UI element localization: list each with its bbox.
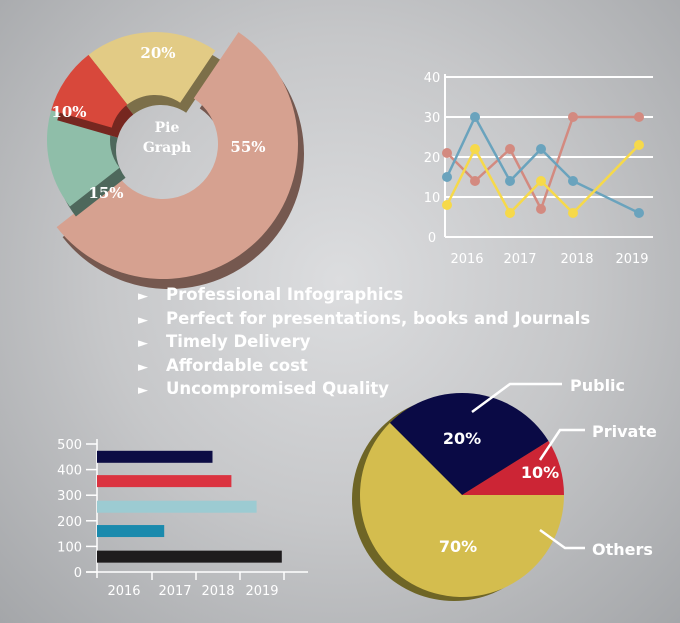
feature-item: ► Timely Delivery: [138, 331, 590, 355]
callout-line: [538, 428, 585, 461]
y-tick-label: 20: [424, 151, 441, 166]
donut-center-label: Graph: [143, 140, 191, 156]
bar: [97, 475, 232, 488]
bar: [97, 450, 213, 463]
data-point: [568, 176, 578, 186]
y-tick-label: 200: [57, 515, 82, 530]
pie-legend-label: Others: [592, 540, 653, 559]
pie-legend-label: Private: [592, 422, 657, 441]
data-point: [568, 112, 578, 122]
pie-slice-public: [389, 393, 549, 495]
pie-slice-others: [360, 422, 564, 597]
triangle-right-icon: ►: [138, 312, 148, 328]
feature-item: ► Professional Infographics: [138, 284, 590, 308]
callout-line: [471, 382, 562, 414]
donut-slice: [47, 110, 120, 207]
data-point: [536, 176, 546, 186]
data-point: [568, 208, 578, 218]
y-tick-label: 100: [57, 540, 82, 555]
bar: [97, 550, 282, 563]
data-point: [442, 172, 452, 182]
donut-slice: [56, 32, 299, 280]
y-tick-label: 400: [57, 464, 82, 479]
data-point: [505, 144, 515, 154]
data-point: [505, 176, 515, 186]
y-tick-label: 500: [57, 438, 82, 453]
line-series-blue: [445, 114, 640, 215]
y-tick-label: 30: [424, 111, 441, 126]
x-tick-label: 2016: [450, 252, 483, 267]
x-tick-label: 2018: [201, 584, 234, 599]
data-point: [536, 204, 546, 214]
x-tick-label: 2018: [560, 252, 593, 267]
x-tick-label: 2017: [158, 584, 191, 599]
x-tick-label: 2019: [615, 252, 648, 267]
y-tick-label: 300: [57, 489, 82, 504]
donut-slice-label: 10%: [51, 103, 86, 121]
donut-slice-label: 20%: [140, 44, 175, 62]
x-tick-label: 2019: [245, 584, 278, 599]
line-series-yellow: [445, 144, 640, 216]
feature-item: ► Affordable cost: [138, 355, 590, 379]
y-tick-label: 0: [428, 231, 436, 246]
triangle-right-icon: ►: [138, 359, 148, 375]
data-point: [634, 208, 644, 218]
feature-item: ► Perfect for presentations, books and Jo…: [138, 308, 590, 332]
donut-slice-label: 15%: [88, 184, 123, 202]
triangle-right-icon: ►: [138, 383, 148, 398]
pie-legend-label: Public: [570, 376, 625, 395]
data-point: [536, 144, 546, 154]
triangle-right-icon: ►: [138, 336, 148, 351]
data-point: [442, 200, 452, 210]
donut-slice: [88, 32, 216, 105]
x-tick-label: 2017: [503, 252, 536, 267]
x-tick-label: 2016: [107, 584, 140, 599]
y-tick-label: 0: [74, 566, 82, 581]
bar: [97, 500, 257, 513]
donut-slice-label: 55%: [230, 138, 265, 156]
pie-slice-label: 10%: [521, 463, 559, 482]
data-point: [505, 208, 515, 218]
data-point: [634, 112, 644, 122]
donut-slice: [51, 54, 128, 128]
feature-list: ► Professional Infographics ► Perfect for …: [138, 284, 590, 402]
y-tick-label: 10: [424, 191, 441, 206]
line-series-pink: [446, 115, 639, 213]
triangle-right-icon: ►: [138, 289, 148, 304]
data-point: [470, 144, 480, 154]
data-point: [470, 176, 480, 186]
pie-slice-private: [462, 440, 564, 495]
bar: [97, 525, 165, 538]
callout-line: [539, 528, 585, 550]
y-tick-label: 40: [424, 71, 441, 86]
donut-center-label: Pie: [155, 120, 180, 136]
pie-slice-label: 20%: [443, 429, 481, 448]
data-point: [634, 140, 644, 150]
data-point: [470, 112, 480, 122]
feature-item: ► Uncompromised Quality: [138, 378, 590, 402]
pie-slice-label: 70%: [439, 537, 477, 556]
data-point: [442, 148, 452, 158]
